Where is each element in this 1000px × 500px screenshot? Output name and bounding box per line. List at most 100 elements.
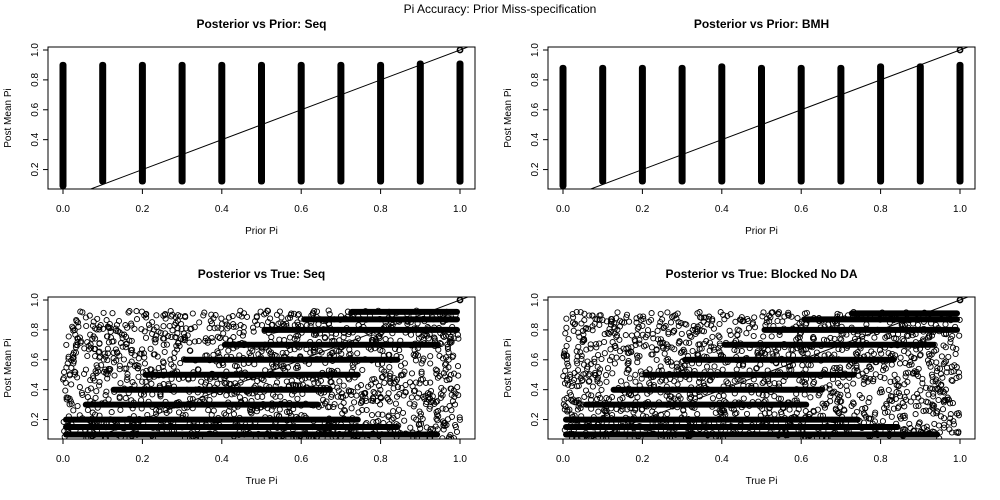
- x-tick-label: 1.0: [953, 454, 967, 465]
- data-point: [837, 364, 844, 371]
- data-point: [417, 410, 424, 417]
- data-point: [905, 332, 912, 340]
- data-point: [586, 377, 593, 384]
- data-point: [208, 311, 215, 318]
- data-point: [189, 310, 196, 317]
- data-point: [716, 348, 723, 355]
- point-band: [63, 416, 361, 423]
- data-point: [624, 360, 631, 367]
- data-point: [617, 348, 624, 355]
- data-point: [917, 351, 924, 358]
- panel-title: Posterior vs True: Blocked No DA: [665, 267, 857, 281]
- data-point: [582, 387, 590, 394]
- data-point: [157, 329, 164, 336]
- reference-line: [590, 297, 970, 439]
- point-band: [582, 401, 810, 408]
- data-point: [935, 422, 942, 429]
- data-point: [104, 357, 111, 364]
- data-point: [423, 424, 430, 431]
- data-point: [94, 315, 101, 322]
- point-band: [801, 316, 960, 323]
- data-point: [831, 335, 838, 342]
- x-axis-label: Prior Pi: [245, 226, 278, 237]
- data-point: [854, 367, 861, 375]
- data-point: [871, 334, 878, 341]
- data-point: [902, 370, 909, 377]
- data-point: [153, 324, 160, 331]
- data-point: [145, 321, 153, 328]
- data-point: [116, 352, 123, 359]
- data-point: [854, 349, 861, 356]
- data-point: [218, 325, 225, 332]
- data-point: [340, 382, 347, 389]
- data-point: [363, 406, 370, 414]
- data-point: [375, 382, 382, 389]
- x-tick-label: 0.4: [715, 454, 729, 465]
- data-point: [933, 359, 940, 366]
- data-point: [140, 350, 147, 357]
- data-point: [675, 318, 682, 326]
- data-point: [636, 353, 643, 360]
- data-point: [765, 378, 772, 385]
- data-point: [698, 314, 705, 321]
- data-point: [604, 365, 612, 372]
- data-point: [597, 366, 604, 373]
- data-point: [636, 340, 643, 347]
- data-point: [913, 371, 920, 378]
- y-tick-label: 0.2: [530, 162, 541, 176]
- data-point: [416, 390, 423, 397]
- data-point: [287, 314, 294, 321]
- data-point: [686, 395, 693, 402]
- data-point: [328, 391, 335, 398]
- point-column: [638, 64, 646, 185]
- data-point: [624, 349, 631, 356]
- data-point: [202, 379, 209, 386]
- data-point: [440, 422, 447, 429]
- x-tick-label: 0.8: [874, 454, 888, 465]
- data-point: [872, 409, 879, 416]
- data-point: [914, 390, 921, 398]
- point-band: [563, 431, 941, 438]
- data-point: [827, 393, 834, 400]
- data-point: [265, 347, 272, 354]
- data-point: [368, 411, 376, 419]
- data-point: [574, 367, 582, 374]
- data-point: [664, 309, 671, 316]
- data-point: [775, 380, 783, 387]
- data-point: [141, 354, 148, 361]
- data-point: [446, 402, 453, 410]
- data-point: [95, 368, 102, 375]
- data-point: [948, 363, 955, 370]
- data-point: [604, 329, 611, 336]
- data-point: [634, 325, 641, 332]
- panel-title: Posterior vs True: Seq: [198, 267, 325, 281]
- x-tick-label: 1.0: [953, 204, 967, 215]
- data-point: [439, 405, 446, 412]
- data-point: [413, 416, 420, 423]
- data-point: [942, 358, 949, 365]
- data-point: [358, 391, 365, 398]
- data-point: [406, 400, 413, 407]
- point-column: [599, 64, 607, 185]
- data-point: [98, 362, 105, 369]
- data-point: [267, 350, 274, 358]
- x-tick-label: 0.2: [135, 454, 149, 465]
- data-point: [736, 327, 743, 334]
- panel-1: 0.0 0.2 0.4 0.6 0.8 1.0 0.2 0.4 0.6 0.8 1.0 Posteri…: [3, 17, 476, 237]
- data-point: [929, 373, 936, 380]
- data-point: [616, 336, 623, 343]
- data-point: [595, 408, 602, 415]
- data-point: [166, 322, 173, 330]
- data-point: [103, 317, 110, 324]
- point-column: [99, 61, 107, 185]
- data-point: [723, 378, 730, 385]
- data-point: [129, 346, 136, 353]
- data-point: [915, 402, 922, 409]
- data-point: [603, 378, 610, 385]
- data-point: [434, 417, 441, 424]
- data-point: [575, 343, 582, 350]
- data-point: [573, 383, 581, 390]
- y-axis-label: Post Mean Pi: [3, 88, 14, 147]
- data-point: [246, 349, 253, 357]
- data-point: [240, 310, 248, 317]
